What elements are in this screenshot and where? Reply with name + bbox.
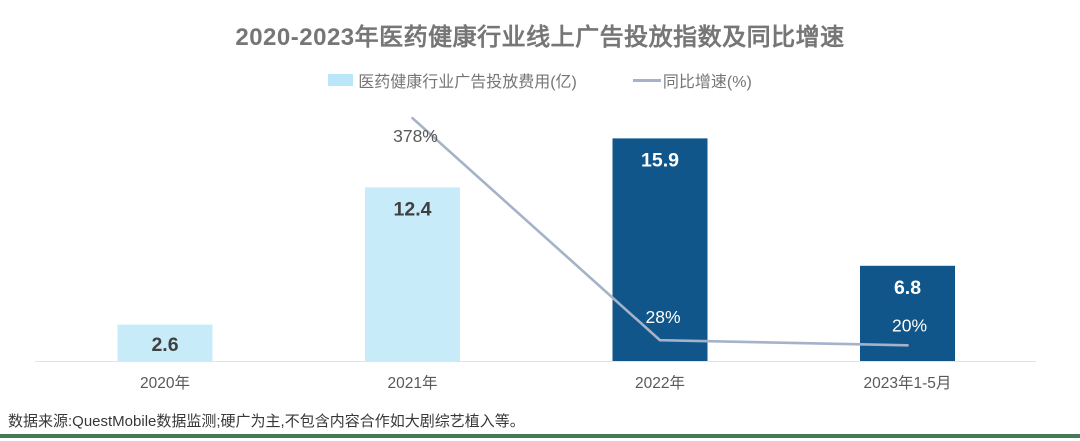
bar-2022年 <box>612 138 708 361</box>
growth-rate-label: 28% <box>645 307 680 327</box>
legend-item-bar: 医药健康行业广告投放费用(亿) <box>328 68 577 92</box>
growth-rate-label: 378% <box>393 126 438 146</box>
bottom-accent-bar <box>0 434 1080 438</box>
bar-value-label: 15.9 <box>641 149 679 171</box>
chart-title: 2020-2023年医药健康行业线上广告投放指数及同比增速 <box>235 24 845 51</box>
x-axis-tick-label: 2021年 <box>388 374 438 392</box>
line-legend-swatch-icon <box>632 78 661 82</box>
growth-rate-line <box>411 116 909 347</box>
legend-bar-label: 医药健康行业广告投放费用(亿) <box>358 74 577 91</box>
bar-2020年 <box>117 324 213 361</box>
bar-value-label: 2.6 <box>151 334 178 356</box>
legend-line-label: 同比增速(%) <box>662 74 752 91</box>
x-axis-tick-label: 2022年 <box>635 374 685 392</box>
legend-item-line: 同比增速(%) <box>632 68 752 92</box>
data-source-note: 数据来源:QuestMobile数据监测;硬广为主,不包含内容合作如大剧综艺植入… <box>8 413 525 430</box>
bar-2021年 <box>365 187 460 361</box>
chart-legend: 医药健康行业广告投放费用(亿) 同比增速(%) <box>0 68 1080 92</box>
growth-rate-label: 20% <box>892 315 927 335</box>
bar-legend-swatch-icon <box>328 74 354 86</box>
bar-value-label: 12.4 <box>394 198 432 220</box>
x-axis-tick-label: 2020年 <box>140 374 190 392</box>
x-axis-tick-label: 2023年1-5月 <box>864 374 952 392</box>
bar-value-label: 6.8 <box>894 277 921 299</box>
